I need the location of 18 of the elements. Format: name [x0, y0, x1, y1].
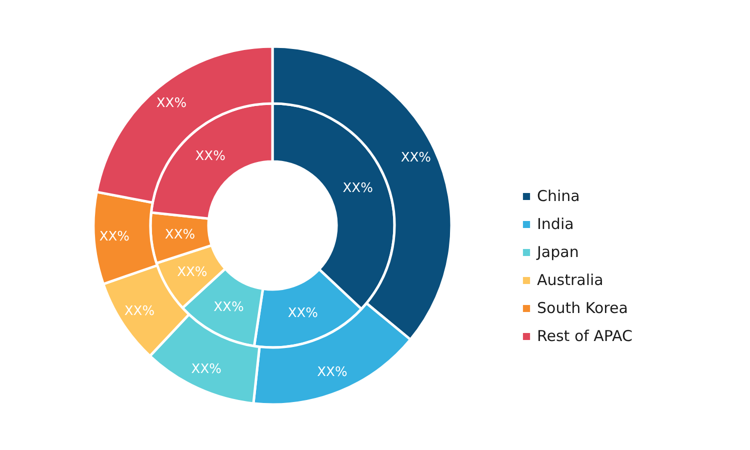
data-label: XX%	[195, 148, 226, 164]
data-label: XX%	[317, 364, 348, 380]
data-label: XX%	[191, 362, 222, 378]
data-label: XX%	[124, 304, 155, 320]
data-label: XX%	[164, 228, 196, 243]
data-label: XX%	[156, 96, 187, 111]
legend-label: China	[537, 187, 580, 205]
data-label: XX%	[99, 229, 130, 244]
data-label: XX%	[400, 150, 432, 166]
legend-label: South Korea	[537, 299, 628, 317]
legend-label: Rest of APAC	[537, 327, 632, 345]
data-label: XX%	[342, 181, 373, 196]
data-label: XX%	[214, 300, 244, 316]
legend-label: Australia	[537, 271, 604, 289]
legend-label: Japan	[537, 243, 579, 261]
legend-label: India	[537, 215, 574, 233]
data-label: XX%	[177, 264, 208, 280]
data-label: XX%	[288, 306, 318, 321]
